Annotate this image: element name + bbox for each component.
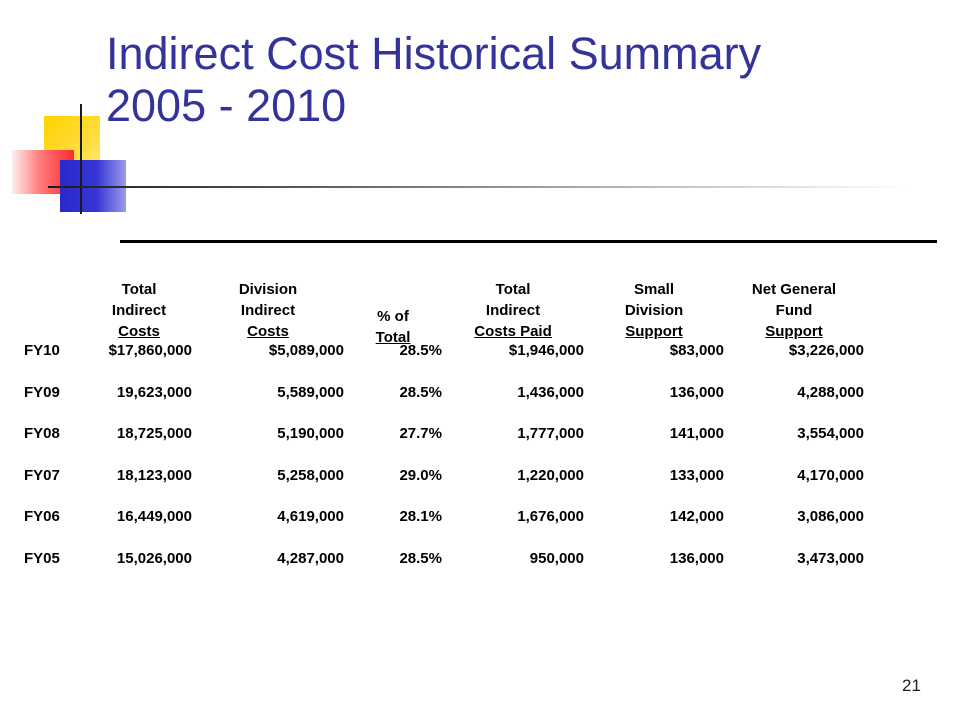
- cell-total-indirect-costs: 18,725,000: [116, 425, 192, 442]
- cell-net-general-fund-support: 3,086,000: [797, 508, 864, 525]
- header-underlined: Costs: [247, 323, 289, 340]
- slide-title: Indirect Cost Historical Summary 2005 - …: [106, 28, 926, 132]
- cell-total-indirect-costs: 15,026,000: [116, 549, 192, 567]
- cell-total-indirect-costs: $17,860,000: [108, 342, 192, 359]
- header-line: Indirect: [240, 302, 296, 319]
- cell-total-indirect-costs: 18,123,000: [116, 466, 192, 484]
- cell-division-indirect-costs: 4,619,000: [277, 508, 344, 525]
- cell-net-general-fund-support: 3,554,000: [797, 425, 864, 442]
- cell-small-division-support: 133,000: [669, 466, 724, 484]
- cell-small-division-support: 141,000: [669, 425, 724, 442]
- cell-percent-of-total: 29.0%: [399, 466, 442, 484]
- header-line: Division: [624, 302, 684, 319]
- cell-percent-of-total: 27.7%: [399, 425, 442, 442]
- header-division-indirect-costs: Division Indirect Costs: [192, 268, 344, 342]
- table-row: FY07 18,123,000 5,258,000 29.0% 1,220,00…: [16, 467, 864, 509]
- cell-division-indirect-costs: 5,190,000: [277, 425, 344, 442]
- cell-fiscal-year: FY10: [24, 342, 60, 359]
- header-line: Net General: [751, 281, 837, 298]
- cell-net-general-fund-support: 4,288,000: [797, 383, 864, 401]
- header-total-indirect-costs: Total Indirect Costs: [86, 268, 192, 342]
- header-underlined: Total: [375, 329, 411, 346]
- header-net-general-fund-support: Net General Fund Support: [724, 268, 864, 342]
- cell-percent-of-total: 28.5%: [399, 383, 442, 401]
- header-line: Indirect: [111, 302, 167, 319]
- cell-percent-of-total: 28.5%: [399, 549, 442, 567]
- cell-net-general-fund-support: $3,226,000: [788, 342, 864, 359]
- header-fy: [16, 268, 86, 342]
- cell-percent-of-total: 28.5%: [399, 342, 442, 359]
- header-line: Fund: [775, 302, 813, 319]
- cell-total-indirect-costs-paid: 1,436,000: [517, 383, 584, 401]
- cell-total-indirect-costs-paid: $1,946,000: [508, 342, 584, 359]
- table-row: FY10 $17,860,000 $5,089,000 28.5% $1,946…: [16, 342, 864, 384]
- table-header-row: Total Indirect Costs Division Indirect C…: [16, 268, 864, 346]
- table-row: FY06 16,449,000 4,619,000 28.1% 1,676,00…: [16, 508, 864, 550]
- header-line: Indirect: [485, 302, 541, 319]
- cell-small-division-support: $83,000: [669, 342, 724, 359]
- cell-division-indirect-costs: $5,089,000: [268, 342, 344, 359]
- cell-fiscal-year: FY09: [24, 383, 60, 401]
- cell-division-indirect-costs: 4,287,000: [277, 549, 344, 567]
- cell-total-indirect-costs: 16,449,000: [116, 508, 192, 525]
- cell-small-division-support: 142,000: [669, 508, 724, 525]
- cell-total-indirect-costs-paid: 1,777,000: [517, 425, 584, 442]
- header-line: Total: [495, 281, 531, 298]
- header-line: Small: [633, 281, 675, 298]
- cell-total-indirect-costs-paid: 1,676,000: [517, 508, 584, 525]
- header-underlined: Costs: [118, 323, 160, 340]
- decor-horizontal-line: [48, 186, 908, 188]
- cell-division-indirect-costs: 5,589,000: [277, 383, 344, 401]
- table-row: FY08 18,725,000 5,190,000 27.7% 1,777,00…: [16, 425, 864, 467]
- table-row: FY09 19,623,000 5,589,000 28.5% 1,436,00…: [16, 384, 864, 426]
- header-underlined: Support: [625, 323, 683, 340]
- cell-small-division-support: 136,000: [669, 549, 724, 567]
- slide-title-line2: 2005 - 2010: [106, 80, 347, 131]
- table-top-rule: [120, 240, 937, 243]
- cell-small-division-support: 136,000: [669, 383, 724, 401]
- cell-net-general-fund-support: 4,170,000: [797, 466, 864, 484]
- cell-net-general-fund-support: 3,473,000: [797, 549, 864, 567]
- cell-total-indirect-costs-paid: 950,000: [529, 549, 584, 567]
- header-small-division-support: Small Division Support: [584, 268, 724, 342]
- cost-summary-table: Total Indirect Costs Division Indirect C…: [16, 268, 864, 591]
- decor-vertical-line: [80, 104, 82, 214]
- header-line: % of: [377, 308, 409, 325]
- slide-title-line1: Indirect Cost Historical Summary: [106, 28, 762, 79]
- table-row: FY05 15,026,000 4,287,000 28.5% 950,000 …: [16, 550, 864, 592]
- header-underlined: Support: [765, 323, 823, 340]
- cell-division-indirect-costs: 5,258,000: [277, 466, 344, 484]
- cell-total-indirect-costs: 19,623,000: [116, 383, 192, 401]
- cell-fiscal-year: FY07: [24, 466, 60, 484]
- header-line: Division: [238, 281, 298, 298]
- header-underlined: Costs Paid: [474, 323, 552, 340]
- cell-fiscal-year: FY05: [24, 549, 60, 567]
- header-total-indirect-costs-paid: Total Indirect Costs Paid: [442, 268, 584, 342]
- page-number: 21: [902, 676, 921, 695]
- cell-fiscal-year: FY06: [24, 508, 60, 525]
- header-line: Total: [121, 281, 157, 298]
- cell-fiscal-year: FY08: [24, 425, 60, 442]
- header-percent-of-total: % of Total: [344, 268, 442, 346]
- cell-total-indirect-costs-paid: 1,220,000: [517, 466, 584, 484]
- cell-percent-of-total: 28.1%: [399, 508, 442, 525]
